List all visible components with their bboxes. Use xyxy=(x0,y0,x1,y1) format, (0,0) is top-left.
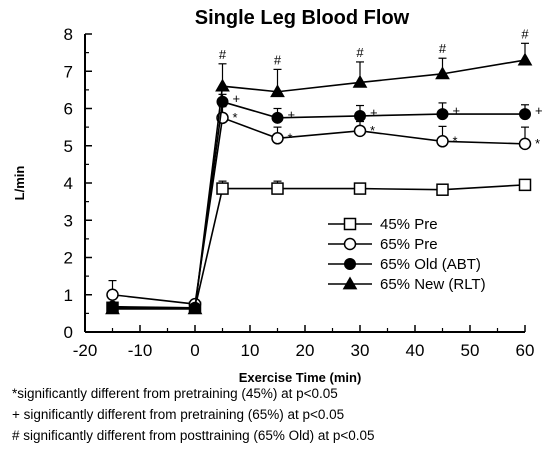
legend-item: 65% New (RLT) xyxy=(328,276,486,293)
y-tick-label: 7 xyxy=(64,62,73,81)
data-point-square xyxy=(518,178,532,192)
data-point-square xyxy=(436,183,449,196)
significance-mark-hash: # xyxy=(219,47,227,62)
data-point-filled-circle xyxy=(436,108,449,121)
data-point-triangle xyxy=(517,52,533,66)
x-tick-label: 10 xyxy=(241,341,260,360)
data-point-triangle xyxy=(435,66,450,80)
footnote-plus: + significantly different from pretraini… xyxy=(12,407,345,422)
legend: 45% Pre 65% Pre 65% Old (ABT) 65% New (RLT) xyxy=(328,216,486,293)
significance-mark-asterisk: * xyxy=(288,130,293,145)
axes: 0 1 2 3 4 5 6 7 8 -20 -10 0 10 20 30 40 50 60 xyxy=(64,25,535,360)
significance-mark-hash: # xyxy=(274,52,282,67)
significance-mark-asterisk: * xyxy=(370,123,375,138)
data-point-open-circle xyxy=(353,124,367,138)
x-tick-label: -20 xyxy=(73,341,98,360)
y-tick-label: 3 xyxy=(64,211,73,230)
data-point-triangle xyxy=(105,301,120,315)
data-point-filled-circle xyxy=(271,111,284,124)
x-tick-label: 40 xyxy=(406,341,425,360)
legend-label: 45% Pre xyxy=(380,216,438,233)
significance-mark-hash: # xyxy=(521,26,529,41)
data-point-triangle xyxy=(270,84,285,98)
series-65-new-rlt: # # # # # xyxy=(105,26,533,315)
significance-mark-plus: + xyxy=(535,103,543,118)
significance-mark-plus: + xyxy=(288,107,296,122)
footnote-hash: # significantly different from posttrain… xyxy=(12,428,375,443)
y-tick-label: 1 xyxy=(64,286,73,305)
y-axis-label: L/min xyxy=(12,166,27,201)
y-tick-label: 6 xyxy=(64,100,73,119)
data-point-filled-circle xyxy=(216,95,229,108)
data-point-open-circle xyxy=(518,137,532,151)
x-tick-label: -10 xyxy=(128,341,153,360)
y-tick-label: 4 xyxy=(64,174,73,193)
data-point-open-circle xyxy=(271,132,284,145)
legend-item: 45% Pre xyxy=(328,216,438,233)
x-axis-label: Exercise Time (min) xyxy=(239,370,362,385)
data-point-square xyxy=(216,182,229,195)
data-point-filled-circle xyxy=(344,258,356,270)
legend-label: 65% Old (ABT) xyxy=(380,256,481,273)
significance-mark-plus: + xyxy=(453,103,461,118)
legend-item: 65% Old (ABT) xyxy=(328,256,481,273)
data-point-triangle xyxy=(187,301,203,315)
y-tick-label: 8 xyxy=(64,25,73,44)
significance-mark-asterisk: * xyxy=(453,133,458,148)
data-point-open-circle xyxy=(436,135,449,148)
chart-title: Single Leg Blood Flow xyxy=(195,7,410,29)
data-point-open-circle xyxy=(106,288,119,301)
significance-mark-hash: # xyxy=(439,41,447,56)
series-layer: * * * * * + + + + + # # # # # xyxy=(105,26,543,315)
significance-mark-asterisk: * xyxy=(535,136,540,151)
y-tick-label: 2 xyxy=(64,249,73,268)
data-point-square xyxy=(271,182,284,195)
data-point-square xyxy=(343,217,357,231)
x-tick-label: 30 xyxy=(351,341,370,360)
y-tick-label: 0 xyxy=(64,323,73,342)
data-point-triangle xyxy=(342,276,358,290)
y-tick-label: 5 xyxy=(64,137,73,156)
data-point-filled-circle xyxy=(519,108,531,121)
data-point-square xyxy=(353,182,367,195)
legend-label: 65% Pre xyxy=(380,236,438,253)
significance-mark-hash: # xyxy=(356,45,364,60)
legend-item: 65% Pre xyxy=(328,236,438,253)
x-tick-label: 50 xyxy=(461,341,480,360)
significance-mark-asterisk: * xyxy=(233,110,238,125)
x-tick-label: 60 xyxy=(516,341,535,360)
data-point-open-circle xyxy=(343,237,357,251)
data-point-triangle xyxy=(215,78,230,92)
x-tick-label: 20 xyxy=(296,341,315,360)
series-45-pre xyxy=(106,178,532,315)
blood-flow-chart: Single Leg Blood Flow L/min Exercise Tim… xyxy=(12,7,543,385)
legend-label: 65% New (RLT) xyxy=(380,276,486,293)
data-point-filled-circle xyxy=(354,109,366,122)
significance-mark-plus: + xyxy=(233,91,241,106)
significance-mark-plus: + xyxy=(370,105,378,120)
data-point-triangle xyxy=(352,74,368,88)
x-tick-label: 0 xyxy=(190,341,199,360)
footnote-asterisk: *significantly different from pretrainin… xyxy=(12,386,338,401)
